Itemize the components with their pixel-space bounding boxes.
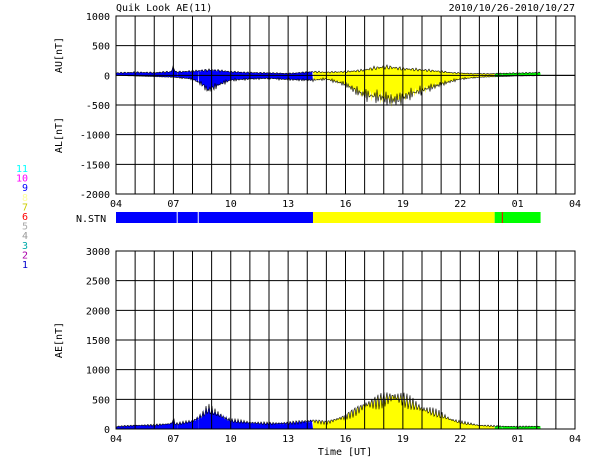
- au-al-x-tick-labels: 04 07 10 13 16 19 22 01 04: [110, 199, 581, 210]
- station-legend-entry: 11: [16, 164, 28, 175]
- y-tick-label: 1500: [86, 336, 110, 347]
- ae-area-segment: [116, 418, 178, 429]
- y-tick-label: 1000: [86, 366, 110, 377]
- au-axis-label: AU[nT]: [54, 37, 65, 73]
- nstn-segment: [116, 212, 178, 223]
- au-line: [115, 64, 541, 75]
- y-tick-label: 2000: [86, 306, 110, 317]
- au-al-area-segment: [198, 69, 313, 92]
- al-axis-label: AL[nT]: [54, 117, 65, 153]
- y-tick-label: 3000: [86, 247, 110, 258]
- au-al-area-segment: [313, 64, 495, 108]
- ae-y-tick-labels: 3000 2500 2000 1500 1000 500 0: [86, 247, 110, 436]
- y-tick-label: -2000: [80, 190, 110, 201]
- station-legend-entry: 6: [22, 212, 28, 223]
- x-tick-label: 01: [512, 434, 524, 445]
- au-al-grid: [116, 16, 575, 194]
- y-tick-label: -1000: [80, 131, 110, 142]
- y-tick-label: 500: [92, 395, 110, 406]
- x-tick-label: 10: [225, 199, 237, 210]
- au-al-area-segment: [177, 70, 199, 83]
- y-tick-label: -1500: [80, 160, 110, 171]
- station-legend-entry: 4: [22, 231, 28, 242]
- x-tick-label: 22: [454, 434, 466, 445]
- x-tick-label: 13: [282, 199, 294, 210]
- x-axis-label: Time [UT]: [318, 447, 372, 458]
- ae-grid: [116, 251, 575, 429]
- x-tick-label: 10: [225, 434, 237, 445]
- chart-title: Quik Look AE(11): [116, 3, 212, 14]
- al-line: [115, 75, 540, 106]
- au-al-y-tick-labels: 1000 500 0 -500 -1000 -1500 -2000: [80, 12, 110, 201]
- x-tick-label: 01: [512, 199, 524, 210]
- nstn-segment: [494, 212, 503, 223]
- ae-area-segment: [198, 405, 313, 429]
- nstn-segment: [177, 212, 199, 223]
- station-legend-entry: 5: [22, 222, 28, 233]
- x-tick-label: 13: [282, 434, 294, 445]
- station-legend-entry: 10: [16, 174, 28, 185]
- date-range: 2010/10/26-2010/10/27: [449, 3, 575, 14]
- y-tick-label: 0: [104, 425, 110, 436]
- x-tick-label: 04: [569, 434, 581, 445]
- x-tick-label: 04: [110, 434, 122, 445]
- y-tick-label: 0: [104, 71, 110, 82]
- ae-series: [115, 392, 541, 429]
- station-count-bar: N.STN: [76, 212, 541, 225]
- nstn-segment: [198, 212, 313, 223]
- nstn-segment: [502, 212, 541, 223]
- station-legend-entry: 3: [22, 241, 28, 252]
- x-tick-label: 04: [569, 199, 581, 210]
- nstn-segment: [312, 212, 495, 223]
- station-legend-entry: 9: [22, 183, 28, 194]
- x-tick-label: 07: [167, 434, 179, 445]
- x-tick-label: 19: [397, 434, 409, 445]
- station-legend-entry: 2: [22, 250, 28, 261]
- au-al-frame: [115, 15, 576, 195]
- x-tick-label: 16: [339, 434, 351, 445]
- ae-line: [115, 392, 541, 428]
- station-legend-entry: 8: [22, 193, 28, 204]
- ae-frame: [115, 250, 576, 430]
- x-tick-label: 16: [339, 199, 351, 210]
- station-legend-entry: 1: [22, 260, 28, 271]
- y-tick-label: -500: [86, 101, 110, 112]
- y-tick-label: 1000: [86, 12, 110, 23]
- y-tick-label: 2500: [86, 277, 110, 288]
- x-tick-label: 19: [397, 199, 409, 210]
- au-al-panel: 1000 500 0 -500 -1000 -1500 -2000 04 07 10 13 16 19…: [54, 12, 581, 210]
- nstn-label: N.STN: [76, 214, 106, 225]
- x-tick-label: 22: [454, 199, 466, 210]
- x-tick-label: 04: [110, 199, 122, 210]
- ae-x-tick-labels: 04 07 10 13 16 19 22 01 04: [110, 434, 581, 445]
- station-legend-entry: 7: [22, 202, 28, 213]
- y-tick-label: 500: [92, 42, 110, 53]
- ae-axis-label: AE[nT]: [54, 322, 65, 358]
- x-tick-label: 07: [167, 199, 179, 210]
